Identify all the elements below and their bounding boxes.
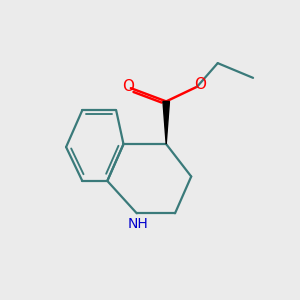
Polygon shape: [163, 101, 169, 144]
Text: O: O: [194, 77, 206, 92]
Text: NH: NH: [128, 218, 148, 232]
Text: O: O: [122, 79, 134, 94]
